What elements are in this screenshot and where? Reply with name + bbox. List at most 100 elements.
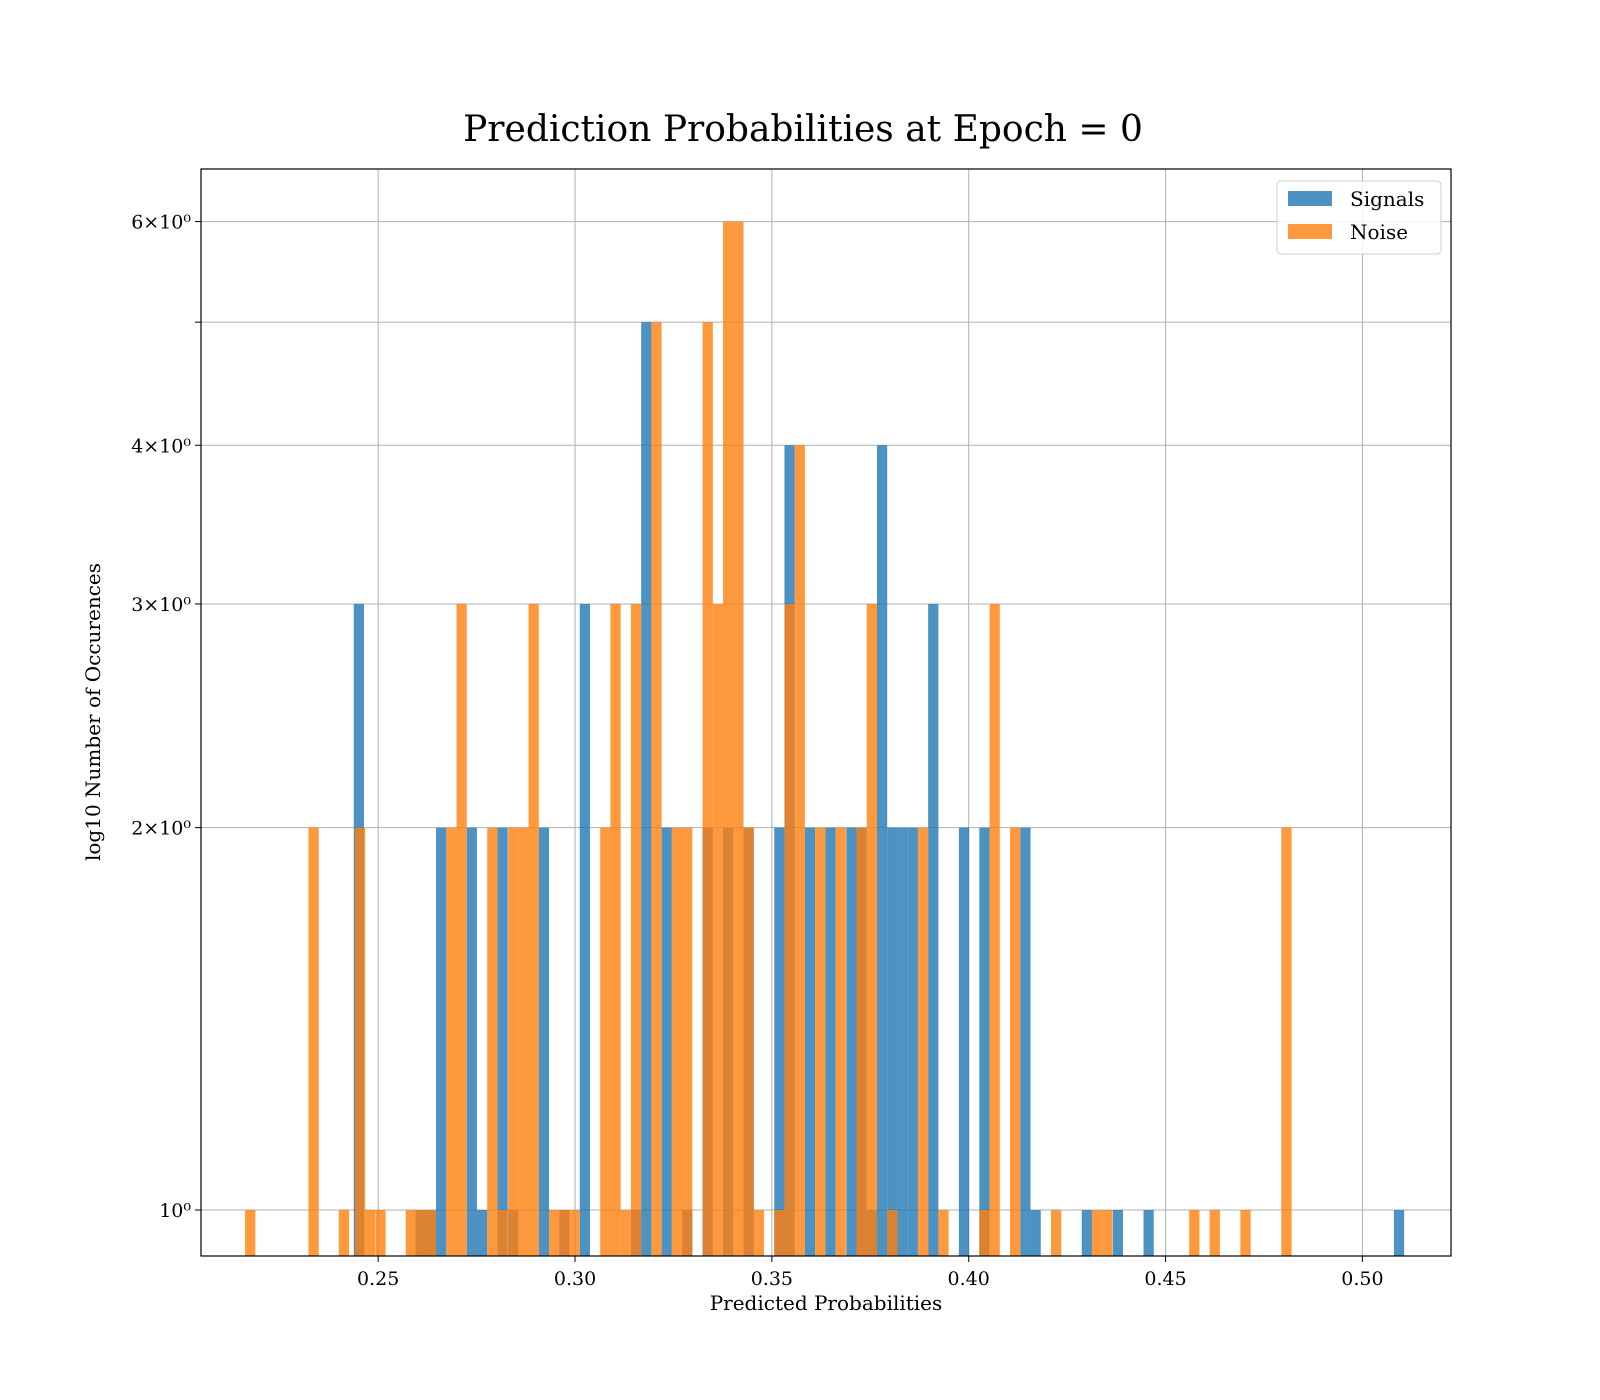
noise-bar <box>405 1210 416 1256</box>
signals-bar <box>887 827 898 1256</box>
noise-bar <box>559 1210 570 1256</box>
chart-title: Prediction Probabilities at Epoch = 0 <box>463 109 1143 150</box>
noise-bar <box>446 827 457 1256</box>
signals-bar <box>907 827 918 1256</box>
y-tick-label: 6×10⁰ <box>131 212 191 234</box>
signals-bar <box>1020 827 1031 1256</box>
noise-bar <box>1281 827 1292 1256</box>
noise-bar <box>508 827 519 1256</box>
noise-bar <box>528 603 539 1256</box>
signals-bar <box>436 827 447 1256</box>
noise-bar <box>1240 1210 1251 1256</box>
noise-bar <box>1189 1210 1200 1256</box>
noise-bar <box>784 603 795 1256</box>
noise-bar <box>702 322 713 1256</box>
noise-bar <box>723 221 734 1256</box>
x-tick-label: 0.45 <box>1144 1268 1186 1290</box>
signals-bar <box>1081 1210 1092 1256</box>
signals-bar <box>928 603 939 1256</box>
noise-bar <box>815 827 826 1256</box>
signals-bar <box>1143 1210 1154 1256</box>
signals-bar <box>897 827 908 1256</box>
noise-bar <box>610 603 621 1256</box>
noise-bar <box>887 1210 898 1256</box>
noise-bar <box>938 1210 949 1256</box>
noise-bar <box>518 827 529 1256</box>
noise-bar <box>1010 827 1021 1256</box>
x-tick-label: 0.30 <box>554 1268 596 1290</box>
noise-bar <box>856 827 867 1256</box>
signals-bar <box>825 827 836 1256</box>
legend-swatch-noise <box>1288 224 1332 239</box>
y-tick-label: 4×10⁰ <box>131 435 191 457</box>
x-tick-label: 0.40 <box>948 1268 990 1290</box>
noise-bar <box>651 322 662 1256</box>
noise-bar <box>835 827 846 1256</box>
noise-bar <box>456 603 467 1256</box>
plot-frame <box>200 168 1452 1257</box>
x-axis-ticks: 0.25 0.30 0.35 0.40 0.45 0.50 <box>357 1256 1384 1290</box>
signals-bar <box>466 827 477 1256</box>
noise-bar <box>569 1210 580 1256</box>
noise-bar <box>308 827 319 1256</box>
legend-label-noise: Noise <box>1350 220 1408 244</box>
noise-bar <box>354 827 366 1256</box>
signals-bar <box>876 445 888 1257</box>
y-axis-ticks: 10⁰ 2×10⁰ 3×10⁰ 4×10⁰ 6×10⁰ <box>131 212 201 1222</box>
noise-bar <box>630 603 642 1256</box>
noise-bar <box>338 1210 350 1256</box>
noise-bar <box>1102 1210 1113 1256</box>
y-tick-label: 3×10⁰ <box>131 594 191 616</box>
x-tick-label: 0.25 <box>357 1268 399 1290</box>
noise-bar <box>774 1210 785 1256</box>
signals-bar <box>979 827 990 1256</box>
signals-bar <box>661 827 672 1256</box>
noise-bar <box>375 1210 386 1256</box>
legend-swatch-signals <box>1288 191 1332 206</box>
noise-bar <box>794 445 805 1257</box>
noise-bar <box>425 1210 437 1256</box>
signals-bar <box>1030 1210 1041 1256</box>
x-tick-label: 0.50 <box>1341 1268 1383 1290</box>
signals-bar <box>641 322 652 1256</box>
noise-bar <box>979 1210 990 1256</box>
noise-bar <box>671 827 683 1256</box>
y-tick-label: 10⁰ <box>159 1200 191 1222</box>
noise-bar <box>1209 1210 1220 1256</box>
noise-bar <box>600 827 611 1256</box>
signals-bar <box>579 603 590 1256</box>
signals-bar <box>846 827 857 1256</box>
signals-bar <box>476 1210 488 1256</box>
legend-label-signals: Signals <box>1350 187 1424 211</box>
x-axis-label: Predicted Probabilities <box>710 1291 943 1315</box>
noise-bar <box>1051 1210 1062 1256</box>
signals-bar <box>958 827 970 1256</box>
noise-bar <box>415 1210 426 1256</box>
noise-bar <box>549 1210 560 1256</box>
noise-bar <box>743 827 754 1256</box>
noise-bar <box>497 1210 508 1256</box>
signals-bar <box>1393 1210 1405 1256</box>
x-tick-label: 0.35 <box>751 1268 793 1290</box>
noise-bar <box>733 221 744 1256</box>
noise-bars <box>245 221 1292 1257</box>
y-tick-label: 2×10⁰ <box>131 818 191 840</box>
noise-bar <box>712 603 724 1256</box>
noise-bar <box>917 827 929 1256</box>
signals-bar <box>804 827 816 1256</box>
legend: Signals Noise <box>1276 180 1442 255</box>
noise-bar <box>364 1210 376 1256</box>
y-axis-label: log10 Number of Occurences <box>81 563 105 861</box>
signals-bar <box>1112 1210 1124 1256</box>
noise-bar <box>682 827 693 1256</box>
signals-bar <box>497 827 508 1256</box>
noise-bar <box>753 1210 764 1256</box>
signals-bar <box>774 827 785 1256</box>
noise-bar <box>989 603 1000 1256</box>
noise-bar <box>245 1210 256 1256</box>
noise-bar <box>1091 1210 1103 1256</box>
noise-bar <box>866 603 877 1256</box>
noise-bar <box>620 1210 631 1256</box>
noise-bar <box>487 827 498 1256</box>
